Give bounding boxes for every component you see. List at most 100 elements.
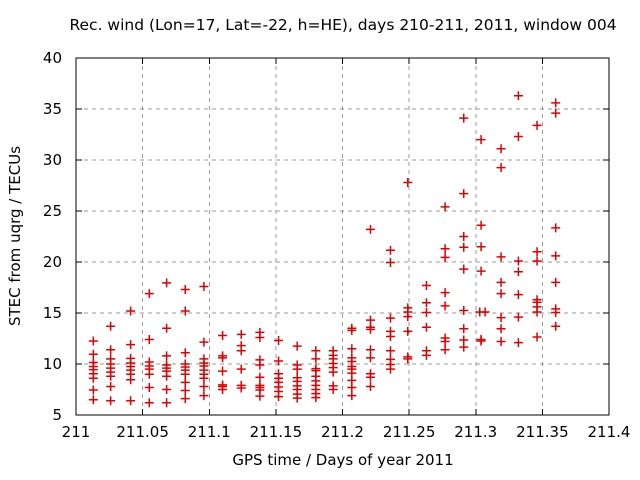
data-point-marker xyxy=(440,252,450,262)
y-tick-label: 25 xyxy=(43,202,62,220)
data-point-marker xyxy=(162,323,172,333)
data-point-marker xyxy=(365,381,375,391)
data-point-marker xyxy=(126,396,136,406)
data-point-marker xyxy=(459,189,469,199)
data-point-marker xyxy=(144,369,154,379)
data-point-marker xyxy=(365,372,375,382)
data-point-marker xyxy=(476,135,486,145)
data-point-marker xyxy=(385,331,395,341)
data-point-marker xyxy=(365,224,375,234)
data-point-marker xyxy=(403,326,413,336)
data-point-marker xyxy=(476,266,486,276)
data-point-marker xyxy=(144,382,154,392)
data-point-marker xyxy=(180,377,190,387)
data-point-marker xyxy=(440,244,450,254)
data-point-marker xyxy=(218,385,228,394)
data-point-marker xyxy=(459,264,469,274)
y-axis-label: STEC from uqrg / TECUs xyxy=(6,146,24,326)
data-point-marker xyxy=(218,366,228,376)
data-point-marker xyxy=(144,398,154,408)
data-point-marker xyxy=(236,329,246,339)
data-point-marker xyxy=(532,332,542,342)
data-point-marker xyxy=(106,381,116,391)
data-point-marker xyxy=(106,345,116,355)
data-point-marker xyxy=(218,330,228,340)
data-point-marker xyxy=(421,280,431,290)
data-point-marker xyxy=(180,386,190,396)
data-point-marker xyxy=(551,108,561,118)
data-point-marker xyxy=(106,371,116,381)
data-point-marker xyxy=(199,337,209,347)
data-point-marker xyxy=(496,163,506,173)
grid-lines xyxy=(76,58,609,415)
data-point-marker xyxy=(440,345,450,355)
data-point-marker xyxy=(162,398,172,408)
data-point-marker xyxy=(551,98,561,108)
data-point-marker xyxy=(199,381,209,391)
data-point-marker xyxy=(255,332,265,342)
data-point-marker xyxy=(162,278,172,288)
data-point-marker xyxy=(513,267,523,277)
data-point-marker xyxy=(126,340,136,350)
data-point-marker xyxy=(459,324,469,334)
data-point-marker xyxy=(476,220,486,230)
data-point-marker xyxy=(180,348,190,358)
y-tick-label: 15 xyxy=(43,304,62,322)
data-point-marker xyxy=(480,307,490,317)
y-tick-label: 40 xyxy=(43,49,62,67)
x-tick-label: 211.1 xyxy=(188,423,231,441)
data-point-marker xyxy=(459,113,469,123)
data-point-marker xyxy=(459,242,469,252)
y-tick-label: 5 xyxy=(52,406,62,424)
data-point-marker xyxy=(496,313,506,323)
data-point-marker xyxy=(255,391,265,401)
x-tick-label: 211.05 xyxy=(116,423,169,441)
data-point-marker xyxy=(347,344,357,354)
data-point-marker xyxy=(532,247,542,257)
data-point-marker xyxy=(88,349,98,359)
x-tick-label: 211.2 xyxy=(321,423,364,441)
data-point-marker xyxy=(496,337,506,347)
tick-labels: 211 211.05 211.1 211.15 211.2 211.25 211.3 211.… xyxy=(43,49,631,441)
data-point-marker xyxy=(88,336,98,346)
x-tick-label: 211.4 xyxy=(588,423,631,441)
data-point-marker xyxy=(513,338,523,348)
data-point-marker xyxy=(385,313,395,323)
data-point-marker xyxy=(199,281,209,291)
x-tick-label: 211.35 xyxy=(516,423,569,441)
data-point-marker xyxy=(551,307,561,317)
data-point-marker xyxy=(385,346,395,356)
data-point-marker xyxy=(236,383,246,393)
data-point-marker xyxy=(162,385,172,394)
data-point-marker xyxy=(440,202,450,212)
y-tick-label: 30 xyxy=(43,151,62,169)
data-point-marker xyxy=(459,342,469,352)
data-point-marker xyxy=(274,392,284,402)
data-point-marker xyxy=(421,350,431,360)
data-point-marker xyxy=(144,289,154,299)
data-point-marker xyxy=(311,393,321,403)
x-tick-label: 211.25 xyxy=(383,423,436,441)
data-point-marker xyxy=(199,373,209,383)
data-point-marker xyxy=(440,301,450,311)
data-point-marker xyxy=(459,305,469,315)
data-point-marker xyxy=(513,290,523,300)
data-point-marker xyxy=(551,251,561,261)
data-point-marker xyxy=(236,364,246,374)
y-tick-label: 35 xyxy=(43,100,62,118)
data-point-marker xyxy=(162,351,172,361)
data-point-marker xyxy=(311,346,321,356)
data-point-marker xyxy=(513,91,523,101)
data-point-marker xyxy=(180,369,190,379)
data-point-marker xyxy=(532,256,542,266)
data-point-marker xyxy=(496,289,506,299)
data-point-marker xyxy=(421,298,431,308)
data-point-marker xyxy=(347,391,357,401)
data-point-marker xyxy=(532,307,542,317)
data-point-marker xyxy=(551,277,561,287)
data-point-marker xyxy=(403,177,413,187)
y-tick-label: 20 xyxy=(43,253,62,271)
data-point-marker xyxy=(162,371,172,381)
